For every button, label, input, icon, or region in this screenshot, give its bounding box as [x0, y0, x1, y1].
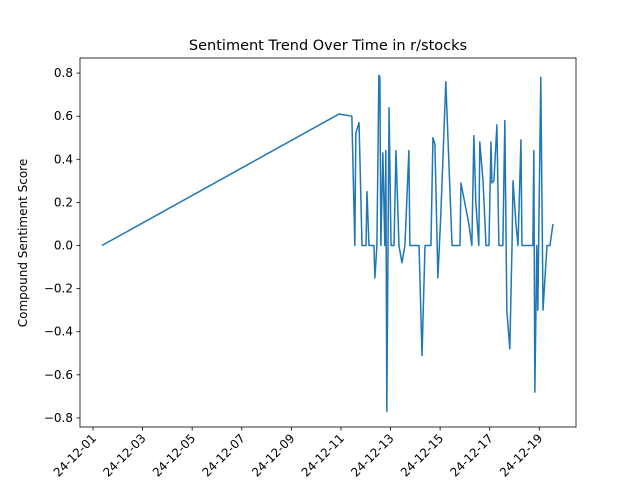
- y-tick-label: 0.6: [54, 109, 73, 123]
- line: [101, 74, 554, 413]
- y-axis-label: Compound Sentiment Score: [16, 159, 30, 327]
- y-tick-label: 0.0: [54, 239, 73, 253]
- y-tick-label: −0.8: [44, 411, 73, 425]
- y-tick-label: 0.8: [54, 66, 73, 80]
- x-tick-label: 24-12-11: [299, 431, 347, 479]
- y-tick-label: −0.4: [44, 325, 73, 339]
- y-tick-label: 0.4: [54, 152, 73, 166]
- x-tick-label: 24-12-19: [497, 431, 545, 479]
- x-tick-label: 24-12-13: [348, 431, 396, 479]
- x-tick-label: 24-12-05: [150, 431, 198, 479]
- y-tick-label: 0.2: [54, 195, 73, 209]
- x-tick-label: 24-12-09: [249, 431, 297, 479]
- y-tick-label: −0.2: [44, 282, 73, 296]
- x-tick-label: 24-12-03: [100, 431, 148, 479]
- x-tick-label: 24-12-17: [447, 431, 495, 479]
- axes-frame: [79, 57, 577, 428]
- chart-title: Sentiment Trend Over Time in r/stocks: [189, 38, 467, 54]
- x-tick-label: 24-12-01: [51, 431, 99, 479]
- x-tick-label: 24-12-07: [199, 431, 247, 479]
- y-tick-label: −0.6: [44, 368, 73, 382]
- x-tick-label: 24-12-15: [398, 431, 446, 479]
